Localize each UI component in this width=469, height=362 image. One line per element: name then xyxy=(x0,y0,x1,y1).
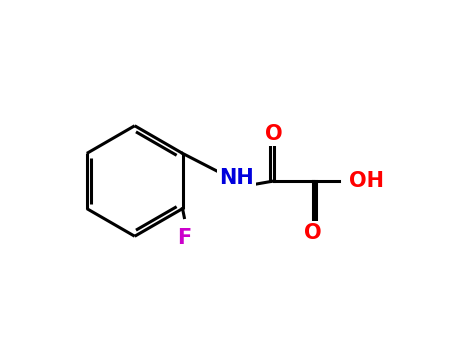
Text: NH: NH xyxy=(219,168,254,188)
Text: OH: OH xyxy=(348,171,384,191)
Text: F: F xyxy=(177,228,191,248)
Text: O: O xyxy=(304,223,322,243)
Text: O: O xyxy=(265,124,282,144)
